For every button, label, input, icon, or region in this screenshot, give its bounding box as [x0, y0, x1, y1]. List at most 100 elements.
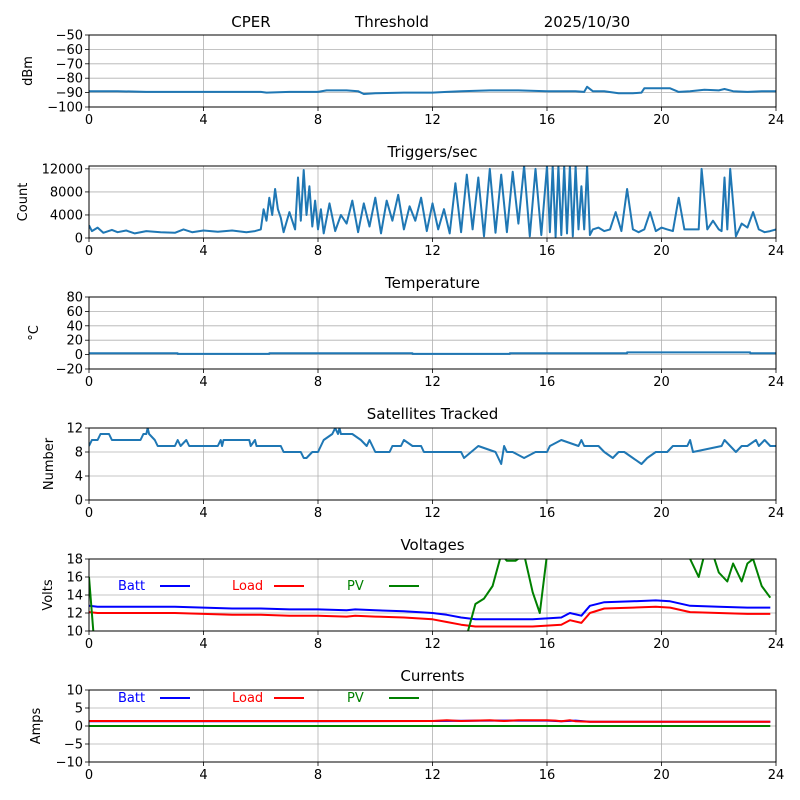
series-group [89, 85, 776, 95]
x-tick-label: 16 [539, 113, 556, 128]
x-tick-label: 8 [314, 768, 322, 783]
legend-label-load: Load [232, 691, 263, 706]
y-tick-label: −60 [56, 43, 83, 58]
y-tick-label: 12000 [42, 162, 83, 177]
x-tick-label: 16 [539, 637, 556, 652]
series-line-satellites [89, 428, 776, 465]
x-tick-label: 24 [768, 375, 785, 390]
series-line-pv [89, 559, 772, 631]
y-tick-label: 12 [66, 607, 83, 622]
x-tick-label: 4 [199, 375, 207, 390]
series-group [89, 719, 771, 727]
x-tick-label: 20 [653, 375, 670, 390]
x-tick-label: 0 [85, 637, 93, 652]
legend-label-batt: Batt [118, 579, 145, 594]
x-tick-label: 8 [314, 506, 322, 521]
x-tick-label: 8 [314, 375, 322, 390]
y-tick-label: 8 [75, 446, 83, 461]
y-tick-label: −70 [56, 57, 83, 72]
date-title: 2025/10/30 [544, 13, 630, 31]
y-tick-label: −90 [56, 86, 83, 101]
y-tick-label: 16 [66, 571, 83, 586]
y-axis-label: dBm [21, 56, 36, 86]
y-tick-label: 14 [66, 589, 83, 604]
y-tick-label: 4 [75, 470, 83, 485]
x-tick-label: 16 [539, 768, 556, 783]
panel-title: Satellites Tracked [367, 405, 498, 423]
y-tick-label: 0 [75, 232, 83, 247]
x-tick-label: 12 [424, 637, 441, 652]
x-tick-label: 24 [768, 506, 785, 521]
series-line-triggers [89, 166, 776, 238]
y-tick-label: −80 [56, 72, 83, 87]
y-axis-label: °C [27, 325, 42, 341]
y-tick-label: 20 [66, 334, 83, 349]
x-tick-label: 20 [653, 113, 670, 128]
x-tick-label: 4 [199, 244, 207, 259]
y-tick-label: 0 [75, 720, 83, 735]
panel-title: Currents [400, 667, 464, 685]
x-tick-label: 8 [314, 113, 322, 128]
x-tick-label: 24 [768, 637, 785, 652]
panel-triggers: 0 4 8 12 16 20 24 0 4000 8000 12000 Triggers/sec Cou… [16, 143, 784, 259]
panel-title: Temperature [384, 274, 480, 292]
legend-label-pv: PV [347, 579, 364, 594]
panel-power: 0 4 8 12 16 20 24 −100−90−80−70−60−50 dBm [21, 29, 784, 129]
x-tick-label: 0 [85, 375, 93, 390]
y-tick-label: 80 [66, 291, 83, 306]
y-tick-label: 10 [66, 684, 83, 699]
panel-voltages: 0 4 8 12 16 20 24 10 12 14 16 18 Voltages Volts Batt Lo… [41, 536, 784, 652]
x-tick-label: 20 [653, 768, 670, 783]
x-tick-label: 0 [85, 768, 93, 783]
series-group [89, 351, 776, 355]
y-axis-label: Count [16, 183, 31, 222]
x-tick-label: 20 [653, 637, 670, 652]
x-tick-label: 12 [424, 506, 441, 521]
x-tick-label: 16 [539, 244, 556, 259]
station-title: CPER [231, 13, 270, 31]
y-tick-label: −20 [56, 363, 83, 378]
x-tick-label: 12 [424, 768, 441, 783]
series-line-load [89, 719, 771, 723]
y-tick-label: 10 [66, 625, 83, 640]
series-group [89, 166, 776, 238]
legend-label-batt: Batt [118, 691, 145, 706]
x-tick-label: 24 [768, 244, 785, 259]
y-tick-label: 40 [66, 319, 83, 334]
x-tick-label: 8 [314, 637, 322, 652]
y-tick-label: −100 [47, 101, 83, 116]
x-tick-label: 8 [314, 244, 322, 259]
y-tick-label: 12 [66, 422, 83, 437]
mode-title: Threshold [354, 13, 429, 31]
x-tick-label: 4 [199, 637, 207, 652]
x-tick-label: 0 [85, 506, 93, 521]
x-tick-label: 16 [539, 375, 556, 390]
series-group [89, 559, 772, 631]
x-tick-label: 0 [85, 244, 93, 259]
x-tick-label: 4 [199, 113, 207, 128]
y-axis-label: Amps [29, 707, 44, 744]
legend-label-load: Load [232, 579, 263, 594]
y-tick-label: 0 [75, 494, 83, 509]
y-tick-label: 8000 [50, 185, 83, 200]
series-line-load [89, 605, 771, 628]
series-group [89, 428, 776, 465]
y-tick-label: 5 [75, 702, 83, 717]
x-tick-label: 12 [424, 244, 441, 259]
x-tick-label: 24 [768, 768, 785, 783]
series-line-batt [89, 599, 771, 621]
y-tick-label: 0 [75, 348, 83, 363]
x-tick-label: 12 [424, 375, 441, 390]
y-tick-label: 4000 [50, 208, 83, 223]
legend-label-pv: PV [347, 691, 364, 706]
y-tick-label: −10 [56, 756, 83, 771]
y-axis-label: Volts [41, 579, 56, 611]
x-tick-label: 0 [85, 113, 93, 128]
x-tick-label: 4 [199, 768, 207, 783]
y-tick-label: −5 [64, 738, 83, 753]
x-tick-label: 4 [199, 506, 207, 521]
